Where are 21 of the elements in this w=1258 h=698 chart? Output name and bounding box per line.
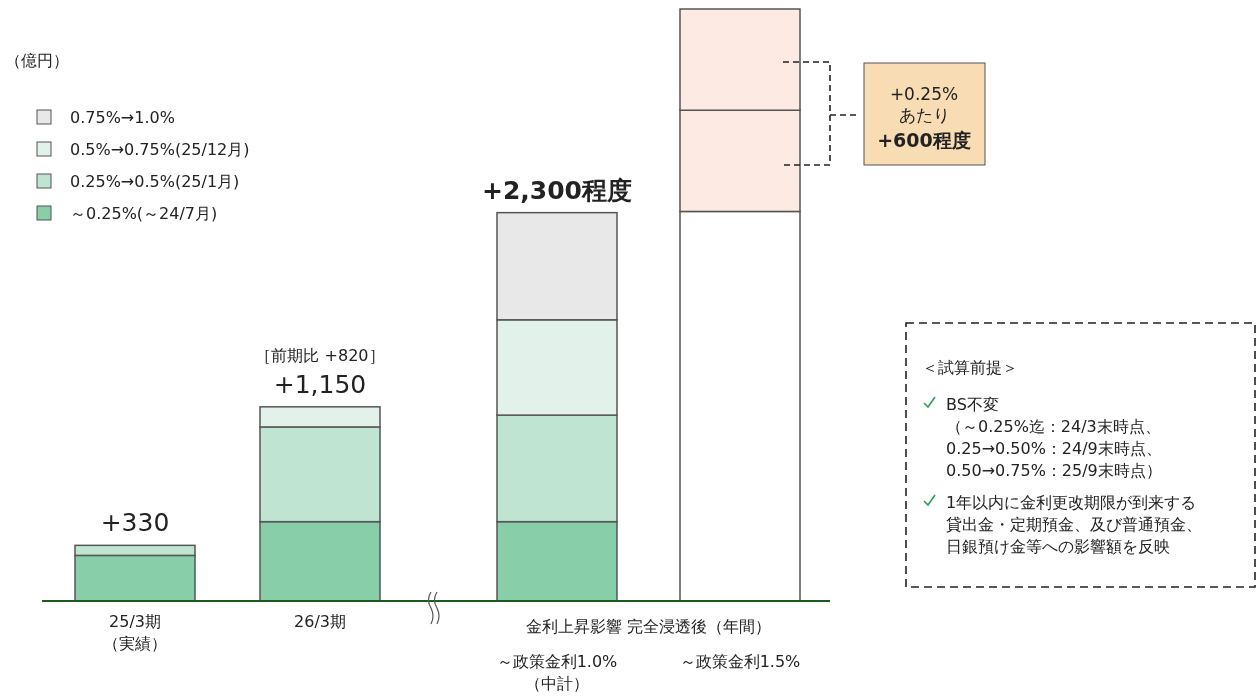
annotation: +2,300程度 — [481, 175, 633, 205]
text: （～0.25%迄：24/3末時点、0.25→0.50%：24/9末時点、0.50→0.75%：25/9末時点） — [946, 417, 1162, 480]
legend-label: 0.25%→0.5%(25/1月) — [70, 172, 240, 191]
text: 金利上昇影響 完全浸透後（年間） — [525, 617, 772, 636]
legend-label: 0.5%→0.75%(25/12月) — [70, 140, 250, 159]
x-tick-label: ～政策金利1.0%（中計） — [496, 652, 618, 693]
text: ＜試算前提＞ — [922, 358, 1018, 377]
text: +600程度 — [877, 129, 971, 151]
x-tick-label: ～政策金利1.5% — [679, 652, 801, 671]
x-tick-label: 25/3期（実績） — [103, 612, 167, 653]
annotation: ［前期比 +820］ — [255, 346, 385, 365]
legend-label: 0.75%→1.0% — [70, 108, 175, 127]
text: あたり — [898, 105, 950, 125]
annotation: +1,150 — [273, 369, 367, 399]
annotation: +330 — [100, 508, 170, 538]
x-tick-label: 26/3期 — [294, 612, 346, 631]
annotation: （億円） — [5, 51, 69, 70]
text: 1年以内に金利更改期限が到来する貸出金・定期預金、及び普通預金、日銀預け金等への影響額を反映 — [946, 493, 1202, 556]
legend-label: ～0.25%(～24/7月) — [70, 204, 218, 223]
text: +0.25% — [889, 84, 959, 104]
text: BS不変 — [946, 395, 999, 414]
